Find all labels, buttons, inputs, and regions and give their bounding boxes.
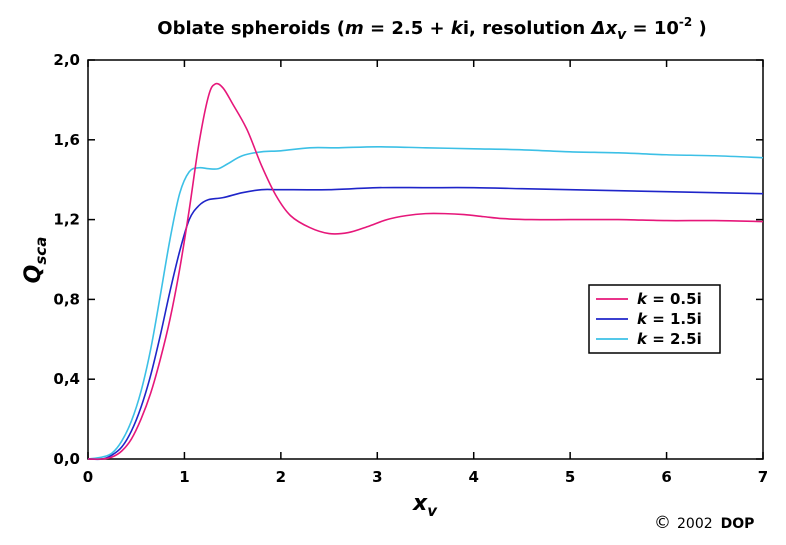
y-tick-label: 1,2 <box>53 211 80 229</box>
x-tick-label: 2 <box>276 468 286 486</box>
x-tick-label: 5 <box>565 468 575 486</box>
x-tick-label: 6 <box>661 468 671 486</box>
x-tick-label: 3 <box>372 468 382 486</box>
y-axis-label: Qsca <box>21 237 50 284</box>
x-tick-label: 0 <box>83 468 93 486</box>
y-tick-label: 2,0 <box>53 51 80 69</box>
y-tick-label: 0,0 <box>53 450 80 468</box>
series-line-0 <box>87 82 764 460</box>
x-axis: 0 1 2 3 4 5 6 7 <box>83 60 768 486</box>
series-lines <box>87 82 764 461</box>
x-axis-label: xv <box>412 491 438 520</box>
y-tick-label: 1,6 <box>53 131 80 149</box>
legend-label: k = 0.5i <box>637 290 702 308</box>
copyright: © 2002 DOP <box>654 513 754 533</box>
legend-label: k = 2.5i <box>637 330 702 348</box>
plot-frame <box>87 59 764 460</box>
y-axis: 0,0 0,4 0,8 1,2 1,6 2,0 <box>53 51 763 468</box>
x-tick-label: 7 <box>758 468 768 486</box>
y-tick-label: 0,4 <box>53 370 80 388</box>
chart-title: Oblate spheroids (m = 2.5 + ki, resoluti… <box>157 15 706 43</box>
x-tick-label: 4 <box>468 468 478 486</box>
legend-label: k = 1.5i <box>637 310 702 328</box>
series-line-2 <box>87 145 764 460</box>
legend: k = 0.5i k = 1.5i k = 2.5i <box>588 284 721 354</box>
series-line-1 <box>87 186 764 461</box>
x-tick-label: 1 <box>179 468 189 486</box>
y-tick-label: 0,8 <box>53 290 80 308</box>
